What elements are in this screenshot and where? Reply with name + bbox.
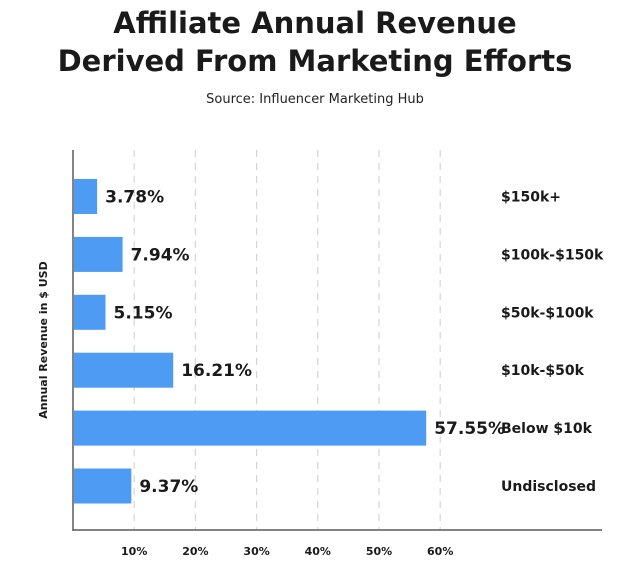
category-label: Below $10k <box>501 421 593 437</box>
data-label: 5.15% <box>114 303 173 323</box>
x-tick-label: 50% <box>366 545 392 558</box>
category-label: $50k-$100k <box>501 305 594 321</box>
category-label: Undisclosed <box>501 479 596 495</box>
y-axis-title: Annual Revenue in $ USD <box>37 261 50 418</box>
bar <box>74 352 174 388</box>
x-tick-label: 30% <box>243 545 269 558</box>
bar <box>74 468 132 504</box>
chart-title-line-1: Affiliate Annual Revenue <box>113 6 517 40</box>
x-tick-label: 60% <box>427 545 453 558</box>
x-tick-label: 40% <box>305 545 331 558</box>
data-label: 3.78% <box>105 188 164 208</box>
category-label: $10k-$50k <box>501 363 585 379</box>
category-label: $100k-$150k <box>501 247 604 263</box>
bar <box>74 294 106 330</box>
chart-title: Affiliate Annual Revenue Derived From Ma… <box>0 4 630 80</box>
chart-subtitle: Source: Influencer Marketing Hub <box>206 92 424 107</box>
data-label: 57.55% <box>434 419 505 439</box>
x-tick-label: 20% <box>182 545 208 558</box>
category-label: $150k+ <box>501 190 561 206</box>
data-label: 16.21% <box>181 361 252 381</box>
chart-title-line-2: Derived From Marketing Efforts <box>57 44 573 78</box>
bar <box>74 410 427 446</box>
bar <box>74 236 123 272</box>
data-label: 9.37% <box>139 477 198 497</box>
data-label: 7.94% <box>131 245 190 265</box>
x-tick-label: 10% <box>121 545 147 558</box>
bar <box>74 179 98 214</box>
